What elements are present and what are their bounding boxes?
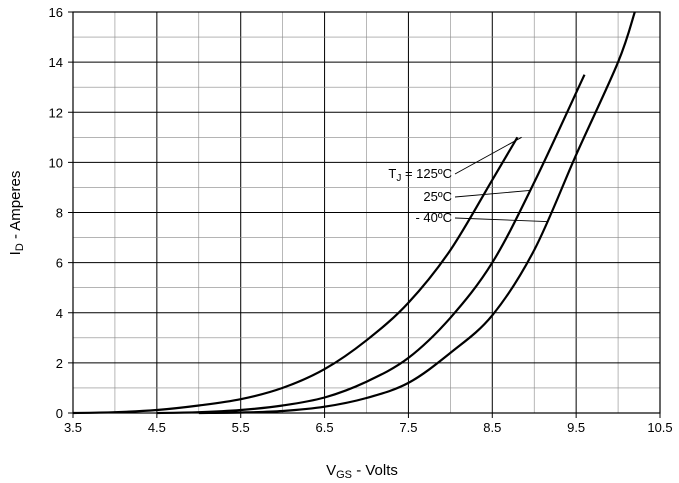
annotation-leader-line [454, 217, 547, 222]
y-tick-label: 12 [49, 105, 63, 120]
x-tick-label: 9.5 [567, 420, 585, 435]
x-tick-label: 4.5 [148, 420, 166, 435]
y-tick-label: 16 [49, 5, 63, 20]
series-lines [72, 11, 636, 415]
y-tick-label: 8 [56, 206, 63, 221]
series-line-minus40c [198, 11, 636, 415]
x-tick-labels: 3.5 4.5 5.5 6.5 7.5 8.5 9.5 10.5 [64, 420, 673, 435]
annotation-leader-line [454, 136, 522, 175]
y-tick-labels: 0 2 4 6 8 10 12 14 16 [49, 5, 63, 421]
y-tick-label: 10 [49, 155, 63, 170]
grid [72, 11, 661, 414]
plot-frame [68, 11, 661, 418]
annotation-label: - 40ºC [415, 210, 452, 225]
x-tick-label: 10.5 [647, 420, 672, 435]
y-tick-label: 6 [56, 256, 63, 271]
x-tick-label: 8.5 [483, 420, 501, 435]
series-line-25c [156, 74, 586, 415]
annotation-label: 25ºC [423, 189, 452, 204]
annotation-leader-line [454, 189, 531, 198]
y-tick-label: 14 [49, 55, 63, 70]
x-tick-label: 6.5 [316, 420, 334, 435]
x-tick-label: 5.5 [232, 420, 250, 435]
annotation-label: TJ = 125ºC [388, 166, 452, 184]
y-tick-label: 0 [56, 406, 63, 421]
y-tick-label: 2 [56, 356, 63, 371]
x-tick-label: 7.5 [399, 420, 417, 435]
annotations: TJ = 125ºC 25ºC - 40ºC [388, 136, 547, 225]
y-tick-label: 4 [56, 306, 63, 321]
series-line-125c [72, 136, 519, 415]
x-axis-title: VGS - Volts [326, 462, 398, 481]
x-tick-label: 3.5 [64, 420, 82, 435]
y-axis-title: ID - Amperes [7, 171, 26, 256]
